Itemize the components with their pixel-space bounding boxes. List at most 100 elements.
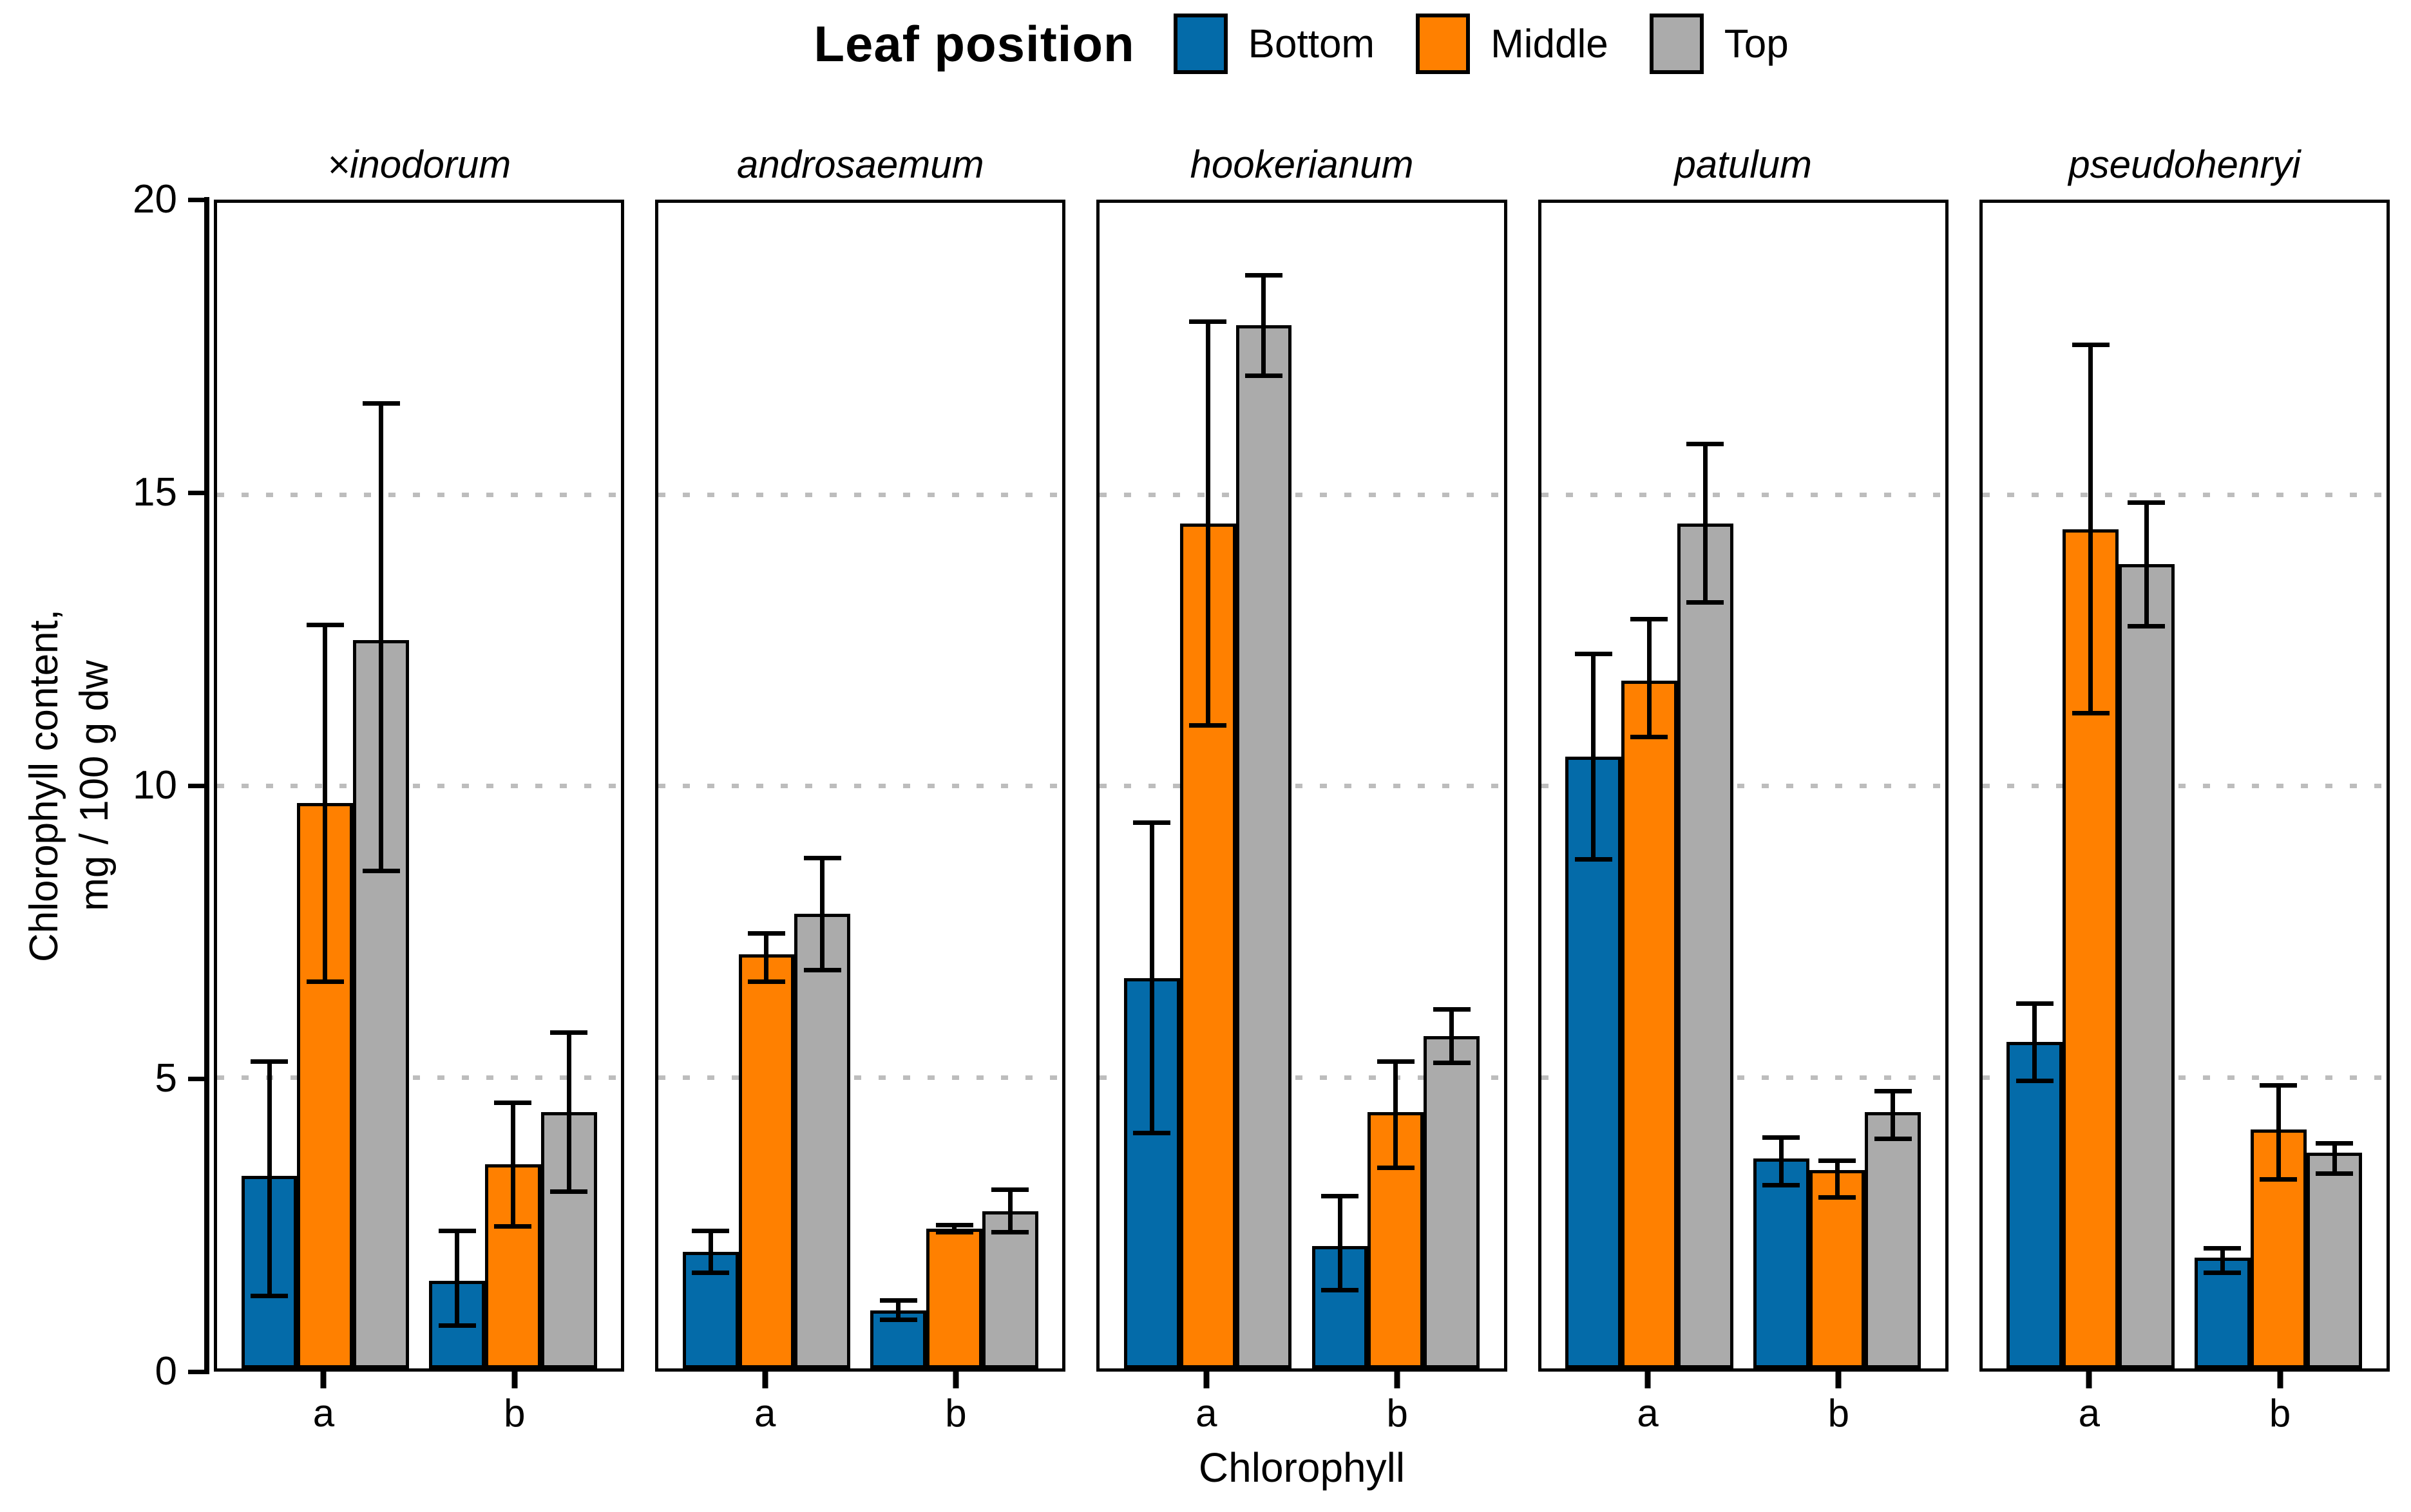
error-bar-cap-top	[1244, 272, 1282, 278]
error-bar-cap-bottom	[2072, 711, 2110, 716]
error-bar-cap-top	[2072, 343, 2110, 348]
y-axis: 0 5 10 15 20	[0, 177, 213, 1394]
facet-title: ×inodorum	[327, 143, 511, 186]
bar-slot-middle-a	[297, 203, 354, 1368]
y-tick-mark	[188, 197, 205, 202]
error-bar-cap-bottom	[2260, 1177, 2298, 1182]
error-bar-line	[1261, 272, 1266, 378]
x-tick-label-a: a	[754, 1392, 776, 1435]
x-tick-label-b: b	[504, 1392, 526, 1435]
error-bar-line	[510, 1100, 515, 1229]
facet-title: androsaemum	[737, 143, 984, 186]
error-bar-cap-top	[692, 1228, 730, 1233]
x-tick-mark	[1394, 1372, 1400, 1388]
y-tick-label: 15	[133, 470, 177, 515]
error-bar-cap-bottom	[935, 1229, 973, 1234]
bar-slot-top-b	[1865, 203, 1921, 1368]
error-bar-cap-top	[2204, 1245, 2242, 1251]
error-bar-cap-bottom	[2204, 1271, 2242, 1276]
error-bar-line	[1449, 1006, 1454, 1066]
error-bar-line	[1834, 1158, 1840, 1200]
error-bar-cap-top	[1377, 1059, 1415, 1064]
grid-line	[217, 492, 622, 497]
x-tick-label-b: b	[1386, 1392, 1408, 1435]
error-bar-cap-top	[2316, 1141, 2353, 1146]
legend-swatch-middle	[1416, 14, 1471, 74]
legend-item-top: Top	[1649, 14, 1789, 74]
bar-slot-top-a	[2118, 203, 2175, 1368]
x-tick-mark	[762, 1372, 768, 1388]
error-bar-line	[2032, 1001, 2037, 1083]
error-bar-cap-top	[1189, 319, 1227, 324]
error-bar-line	[566, 1030, 571, 1194]
bar-slot-bottom-b	[2195, 203, 2251, 1368]
bar-slot-bottom-a	[682, 203, 739, 1368]
bar-middle-b	[926, 1228, 983, 1368]
error-bar-cap-top	[879, 1298, 917, 1303]
bar-bottom-a	[2006, 1042, 2063, 1368]
error-bar-line	[1205, 319, 1210, 728]
bar-slot-bottom-b	[1753, 203, 1809, 1368]
bar-slot-middle-b	[1368, 203, 1424, 1368]
error-bar-cap-top	[1574, 651, 1612, 656]
error-bar-cap-top	[1630, 616, 1668, 621]
error-bar-cap-bottom	[2128, 623, 2166, 628]
error-bar-line	[1337, 1193, 1342, 1293]
grid-line	[217, 784, 622, 788]
bar-top-a	[353, 639, 409, 1368]
error-bar-line	[455, 1228, 460, 1328]
panel	[214, 200, 625, 1372]
error-bar-line	[1149, 820, 1154, 1135]
bar-slot-bottom-a	[2006, 203, 2063, 1368]
x-tick-mark	[511, 1372, 518, 1388]
error-bar-line	[1007, 1187, 1013, 1234]
legend-swatch-bottom	[1173, 14, 1228, 74]
y-tick-label: 0	[155, 1349, 177, 1394]
grid-line	[1982, 784, 2387, 788]
error-bar-cap-bottom	[1377, 1166, 1415, 1171]
error-bar-cap-top	[1874, 1088, 1912, 1093]
error-bar-cap-top	[251, 1059, 288, 1064]
error-bar-line	[323, 622, 328, 984]
error-bar-cap-bottom	[550, 1189, 588, 1194]
error-bar-cap-bottom	[879, 1317, 917, 1322]
bar-group-b	[870, 203, 1038, 1368]
error-bar-cap-top	[1133, 820, 1171, 826]
x-tick-mark	[320, 1372, 327, 1388]
x-tick-label-b: b	[1827, 1392, 1850, 1435]
error-bar-cap-top	[1762, 1135, 1800, 1140]
x-tick-label-a: a	[1637, 1392, 1659, 1435]
y-tick-mark	[188, 490, 205, 495]
bar-slot-bottom-b	[1311, 203, 1368, 1368]
error-bar-cap-bottom	[991, 1229, 1029, 1234]
error-bar-cap-bottom	[1244, 373, 1282, 378]
error-bar-cap-top	[1686, 442, 1724, 447]
error-bar-cap-top	[2260, 1082, 2298, 1088]
error-bar-cap-bottom	[1818, 1195, 1856, 1200]
error-bar-cap-bottom	[306, 979, 344, 984]
error-bar-cap-bottom	[2316, 1171, 2353, 1177]
x-tick-mark	[2086, 1372, 2092, 1388]
grid-line	[658, 784, 1063, 788]
bar-middle-b	[1809, 1170, 1865, 1368]
bar-top-b	[1424, 1036, 1480, 1368]
bar-top-b	[1865, 1111, 1921, 1368]
x-tick-mark	[1644, 1372, 1651, 1388]
y-tick-label: 20	[133, 177, 177, 222]
bar-top-b	[982, 1211, 1038, 1368]
bar-slot-top-a	[353, 203, 409, 1368]
y-tick-mark	[188, 1369, 205, 1374]
bar-slot-middle-a	[1621, 203, 1677, 1368]
grid-line	[1100, 1075, 1504, 1080]
error-bar-line	[1778, 1135, 1784, 1188]
error-bar-line	[708, 1228, 713, 1276]
error-bar-cap-bottom	[362, 868, 400, 873]
grid-line	[1982, 492, 2387, 497]
panel	[1979, 200, 2390, 1372]
bar-slot-top-a	[1677, 203, 1733, 1368]
error-bar-line	[896, 1298, 901, 1322]
error-bar-cap-top	[362, 401, 400, 406]
